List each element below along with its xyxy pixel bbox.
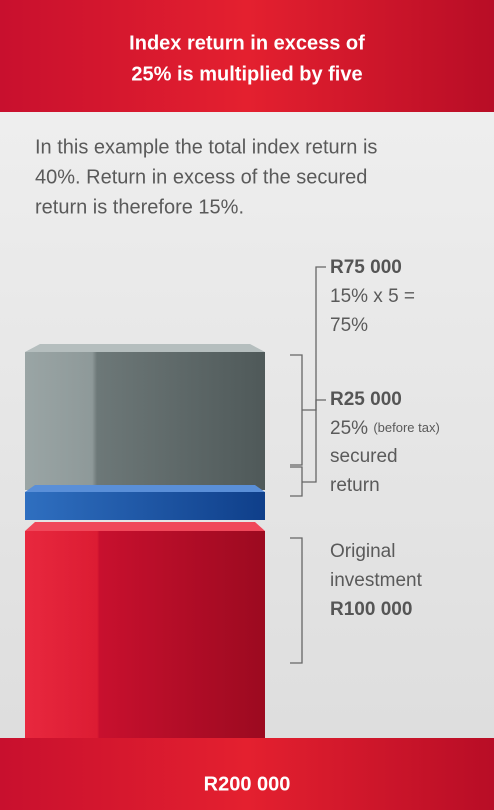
- header-band: [0, 0, 494, 112]
- bracket: [290, 537, 303, 664]
- label-note: (before tax): [373, 420, 439, 435]
- intro-text: 40%. Return in excess of the secured: [35, 166, 367, 188]
- intro-text: return is therefore 15%.: [35, 196, 244, 218]
- label-text: 25% (before tax): [330, 418, 440, 439]
- header-title: Index return in excess of: [129, 32, 365, 54]
- label-text: investment: [330, 570, 423, 591]
- gray-cube-top: [25, 344, 265, 352]
- gray-cube: [25, 352, 265, 490]
- label-amount: R100 000: [330, 599, 412, 620]
- red-cube-top: [25, 522, 265, 531]
- red-cube: [25, 531, 265, 741]
- label-text: secured: [330, 446, 398, 467]
- footer-total: R200 000: [204, 773, 291, 795]
- label-text: 25%: [330, 418, 368, 439]
- label-amount: R75 000: [330, 257, 402, 278]
- footer-band: [0, 738, 494, 810]
- label-text: return: [330, 475, 380, 496]
- header-title: 25% is multiplied by five: [131, 63, 362, 85]
- bracket: [290, 399, 326, 497]
- label-amount: R25 000: [330, 389, 402, 410]
- label-text: 15% x 5 =: [330, 286, 415, 307]
- bracket: [290, 266, 326, 466]
- label-text: 75%: [330, 315, 368, 336]
- blue-slab-top: [25, 485, 265, 492]
- blue-slab: [25, 492, 265, 520]
- intro-text: In this example the total index return i…: [35, 136, 377, 158]
- label-text: Original: [330, 541, 395, 562]
